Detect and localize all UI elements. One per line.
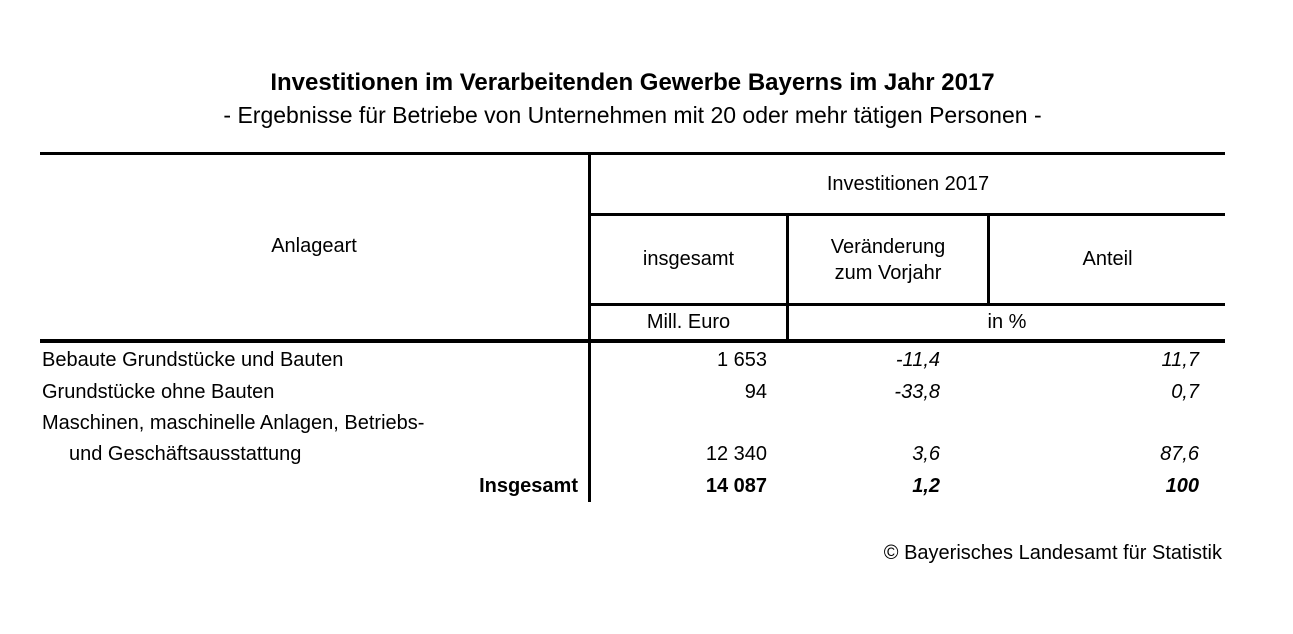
row-label: und Geschäftsausstattung xyxy=(69,443,302,466)
column-header-anteil: Anteil xyxy=(1082,248,1133,270)
value-anteil: 11,7 xyxy=(1161,349,1199,372)
group-header-rule xyxy=(588,213,1225,216)
value-insgesamt: 14 087 xyxy=(705,474,767,497)
value-insgesamt: 12 340 xyxy=(705,443,767,466)
column-header-insgesamt: insgesamt xyxy=(642,248,735,270)
row-label: Maschinen, maschinelle Anlagen, Betriebs… xyxy=(42,411,425,434)
unit-cell-mill-euro: Mill. Euro xyxy=(646,310,731,333)
value-anteil: 87,6 xyxy=(1160,443,1199,466)
row-label: Grundstücke ohne Bauten xyxy=(42,380,275,403)
column-header-veraenderung-line2: zum Vorjahr xyxy=(834,261,942,284)
group-header-investitionen-2017: Investitionen 2017 xyxy=(826,172,990,195)
value-insgesamt xyxy=(588,408,767,439)
table-row: Insgesamt 14 087 1,2 100 xyxy=(40,471,1225,502)
value-veraenderung xyxy=(790,408,940,439)
subheader-rule xyxy=(588,303,1225,306)
header-body-divider-rule xyxy=(40,339,1225,343)
unit-cell-in-percent: in % xyxy=(987,310,1027,333)
value-veraenderung: -33,8 xyxy=(894,380,940,403)
value-veraenderung: -11,4 xyxy=(895,349,940,372)
value-veraenderung: 1,2 xyxy=(912,474,940,497)
copyright-source-note: © Bayerisches Landesamt für Statistik xyxy=(883,542,1222,564)
table-row: Bebaute Grundstücke und Bauten 1 653 -11… xyxy=(40,345,1225,376)
table-row: Grundstücke ohne Bauten 94 -33,8 0,7 xyxy=(40,376,1225,407)
column-header-veraenderung-line1: Veränderung xyxy=(830,235,946,258)
anlageart-column-divider xyxy=(588,152,591,502)
page-title: Investitionen im Verarbeitenden Gewerbe … xyxy=(270,69,995,96)
value-insgesamt: 1 653 xyxy=(716,349,767,372)
table-top-rule xyxy=(40,152,1225,155)
table-row: und Geschäftsausstattung 12 340 3,6 87,6 xyxy=(40,439,1225,470)
table-row: Maschinen, maschinelle Anlagen, Betriebs… xyxy=(40,408,1225,439)
veraenderung-column-divider xyxy=(987,213,990,306)
row-label: Bebaute Grundstücke und Bauten xyxy=(42,349,344,372)
table-body: Bebaute Grundstücke und Bauten 1 653 -11… xyxy=(40,345,1225,502)
corner-header-anlageart: Anlageart xyxy=(271,235,357,257)
value-anteil: 0,7 xyxy=(1171,380,1199,403)
insgesamt-column-divider xyxy=(786,213,789,343)
value-insgesamt: 94 xyxy=(744,380,767,403)
column-header-veraenderung: Veränderung zum Vorjahr xyxy=(789,216,987,303)
value-anteil xyxy=(990,408,1199,439)
row-label: Insgesamt xyxy=(479,474,578,497)
value-anteil: 100 xyxy=(1165,474,1199,497)
value-veraenderung: 3,6 xyxy=(912,443,940,466)
page-subtitle: - Ergebnisse für Betriebe von Unternehme… xyxy=(223,102,1042,128)
